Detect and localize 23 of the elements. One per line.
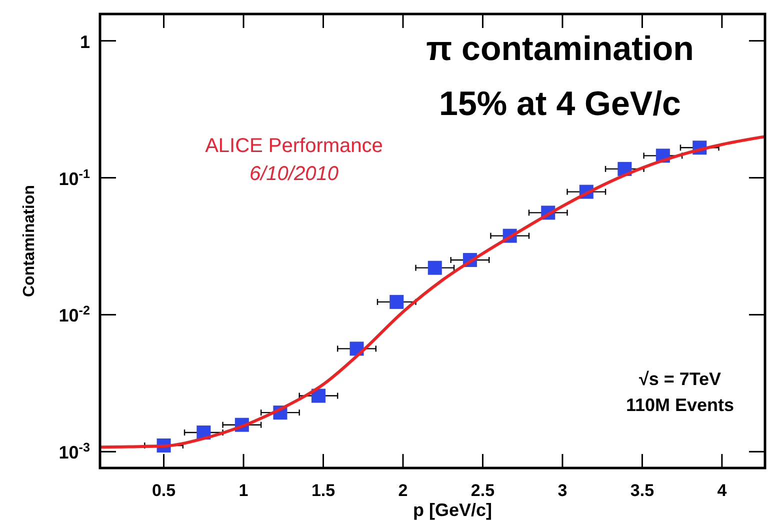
annotation: √s = 7TeV — [638, 369, 722, 389]
y-tick-label: 1 — [80, 32, 90, 52]
y-tick-label: 10$^{-3}$ — [58, 440, 90, 463]
x-tick-label: 4 — [717, 481, 728, 500]
annotation: π contamination — [426, 30, 694, 68]
x-tick-label: 2 — [398, 481, 408, 500]
x-tick-label: 3 — [558, 481, 568, 500]
point — [311, 388, 326, 403]
point — [428, 260, 442, 275]
x-tick-label: 0.5 — [152, 481, 176, 500]
x-tick-label: 2.5 — [470, 481, 495, 500]
annotation: 110M Events — [626, 395, 734, 415]
x-tick-label: 1 — [238, 481, 248, 500]
point — [390, 294, 404, 309]
y-tick-label: 10$^{-1}$ — [58, 166, 90, 189]
y-tick-label: 10$^{-2}$ — [58, 304, 90, 326]
y-axis-title: Contamination — [21, 185, 38, 297]
annotation: 6/10/2010 — [250, 163, 338, 185]
x-tick-label: 1.5 — [311, 481, 336, 500]
annotation: 15% at 4 GeV/c — [439, 85, 681, 123]
x-tick-label: 3.5 — [630, 481, 654, 500]
annotation: ALICE Performance — [205, 135, 383, 157]
x-axis-title: p [GeV/c] — [412, 500, 492, 520]
